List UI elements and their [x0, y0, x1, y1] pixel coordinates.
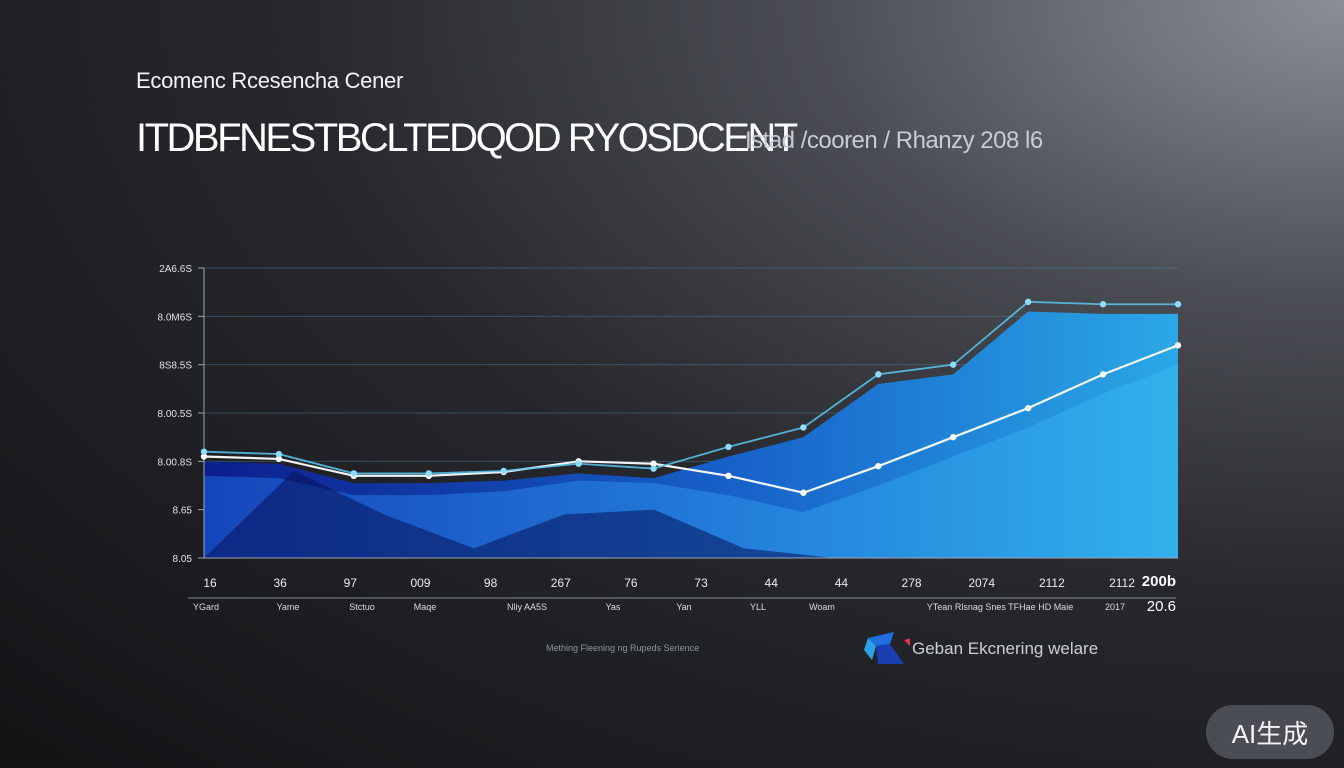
series-2-point	[725, 443, 732, 451]
y-tick-label: 8.0M6S	[158, 312, 193, 323]
brand-logo-icon	[864, 632, 910, 664]
y-tick-label: 8.65	[173, 506, 193, 517]
series-2-point	[200, 448, 208, 455]
x-tick-label: 009	[410, 576, 430, 590]
series-2-point	[275, 450, 283, 458]
y-tick-label: 8.00.8S	[158, 457, 193, 468]
series-2-point	[950, 361, 957, 368]
area-fill-shadow	[204, 471, 834, 558]
x-tick-label: 76	[624, 576, 638, 590]
series-2-point	[800, 424, 807, 431]
series-1-point	[650, 460, 657, 467]
series-1-line	[203, 344, 1179, 494]
x-tick-label: 44	[765, 576, 779, 590]
series-2-point	[575, 460, 582, 467]
x-category-label: Yame	[277, 602, 300, 612]
series-2-point	[425, 470, 432, 477]
y-tick-label: 2A6.6S	[159, 264, 192, 275]
series-1-point	[1099, 371, 1107, 378]
series-1-point	[1024, 404, 1032, 412]
series-2-point	[1099, 301, 1107, 308]
series-2-point	[875, 371, 882, 378]
series-1-point	[725, 472, 732, 480]
x-category-label: YTean Rlsnag Snes TFHae HD Maie	[927, 602, 1073, 612]
x-category-label: Maqe	[414, 602, 437, 612]
brand-name: Geban Ekcnering welare	[912, 639, 1099, 658]
x-tick-label: 36	[273, 576, 287, 590]
y-tick-labels: 2A6.6S 8.0M6S 8S8.5S 8.00.5S 8.00.8S 8.65 8.05	[158, 264, 204, 565]
plot-area: 2A6.6S 8.0M6S 8S8.5S 8.00.5S 8.00.8S 8.65 8.05…	[158, 264, 1182, 612]
x-tick-label: 2112	[1039, 576, 1065, 590]
series-1-point	[950, 433, 957, 441]
x-tick-labels: 16 36 97 009 98 267 76 73 44 44 278 2074 2112 2112	[203, 576, 1135, 590]
series-2-point	[1174, 301, 1182, 308]
series-2-point	[1024, 298, 1032, 306]
x-category-label: YLL	[750, 602, 766, 612]
x-tick-label: 44	[835, 576, 849, 590]
x-tick-label: 2074	[968, 576, 995, 590]
ai-generated-badge: AI生成	[1206, 705, 1334, 759]
series-2-point	[500, 467, 507, 475]
brand: Geban Ekcnering welare	[864, 630, 1098, 668]
series-1-point	[875, 462, 882, 470]
series-2-point	[650, 465, 657, 472]
x-category-label: Stctuo	[349, 602, 375, 612]
x-tick-label: 278	[902, 576, 922, 590]
x-tick-label: 73	[694, 576, 708, 590]
x-tick-label: 267	[551, 576, 571, 590]
x-tick-label: 98	[484, 576, 498, 590]
y-tick-label: 8.00.5S	[158, 409, 193, 420]
x-end-label: 200b	[1142, 573, 1176, 590]
x-category-labels: YGard Yame Stctuo Maqe Nliy AA5S Yas Yan YLL Woa…	[188, 597, 1176, 612]
x-category-label: Yan	[676, 602, 691, 612]
x-category-label: 2017	[1105, 602, 1125, 612]
x-category-label: YGard	[193, 602, 219, 612]
series-2-line	[203, 300, 1178, 475]
source-note: Mething Fleening ng Rupeds Serience	[546, 643, 700, 653]
x-tick-label: 97	[344, 576, 358, 590]
series-1-point	[800, 489, 807, 496]
x-tick-label: 2112	[1109, 576, 1135, 590]
series-1-point	[200, 453, 208, 460]
series-1-point	[1174, 342, 1182, 349]
area-fill-front	[204, 364, 1178, 558]
y-tick-label: 8.05	[173, 554, 193, 565]
chart-subheading: Istad /cooren / Rhanzy 208 l6	[745, 127, 1043, 154]
x-category-label: Woam	[809, 602, 835, 612]
org-title: Ecomenc Rcesencha Cener	[136, 68, 404, 93]
x-category-label: Yas	[606, 602, 621, 612]
series-2-point	[350, 470, 358, 477]
x-category-label: Nliy AA5S	[507, 602, 547, 612]
x-end-sublabel: 20.6	[1147, 598, 1176, 615]
chart-headline: ITDBFNESTBCLTEDQOD RYOSDCENT	[136, 116, 798, 160]
series-layer	[200, 298, 1182, 496]
x-tick-label: 16	[203, 576, 217, 590]
y-tick-label: 8S8.5S	[159, 361, 192, 372]
series-1-point	[275, 455, 283, 463]
